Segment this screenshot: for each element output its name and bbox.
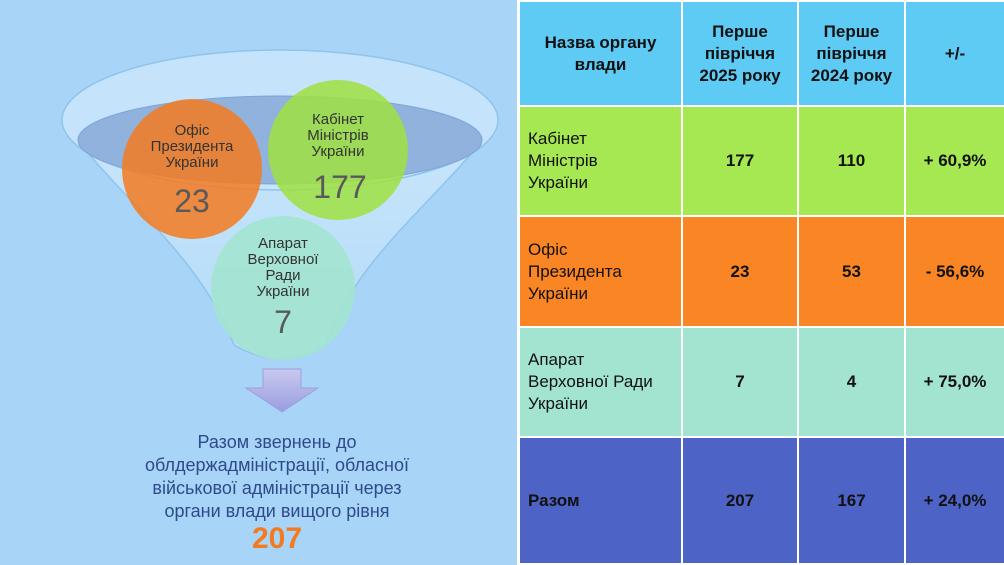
header-line: Назва органу [544, 32, 657, 52]
circle-value-office-president: 23 [174, 183, 210, 219]
label-line: Міністрів [307, 127, 369, 144]
name-line: Президента [528, 261, 622, 281]
label-line: Ради [265, 267, 301, 284]
header-line: Перше [712, 21, 768, 41]
down-arrow [244, 368, 320, 413]
row-name: Разом [518, 436, 683, 565]
header-h1-2024: Перше півріччя 2024 року [797, 0, 906, 107]
circle-label-office-president: Офіс Президента України [132, 123, 252, 171]
label-line: України [165, 154, 219, 171]
row-change: + 75,0% [904, 325, 1004, 439]
header-h1-2025: Перше півріччя 2025 року [681, 0, 799, 107]
name-line: Кабінет [528, 129, 587, 149]
header-change: +/- [904, 0, 1004, 107]
row-value-2024: 110 [797, 104, 906, 218]
row-value-2024: 53 [797, 215, 906, 328]
table-row: Офіс Президента України 23 53 - 56,6% [518, 215, 1004, 328]
label-line: Верховної [247, 251, 319, 268]
name-line: Міністрів [528, 151, 598, 171]
row-value-2025: 177 [681, 104, 799, 218]
row-name: Офіс Президента України [518, 215, 683, 328]
table-row: Апарат Верховної Ради України 7 4 + 75,0… [518, 325, 1004, 439]
header-line: півріччя [704, 43, 776, 63]
row-value-2025: 23 [681, 215, 799, 328]
circle-label-cabinet: Кабінет Міністрів України [278, 112, 398, 160]
row-value-2024: 167 [797, 436, 906, 565]
header-authority-name: Назва органу влади [518, 0, 683, 107]
circle-verkhovna-rada [211, 216, 355, 360]
label-line: Офіс [174, 122, 210, 139]
summary-total-value: 207 [251, 522, 303, 555]
funnel-diagram [60, 49, 500, 413]
name-line: Офіс [528, 239, 568, 259]
name-line: Апарат [528, 350, 585, 370]
label-line: Апарат [258, 235, 308, 252]
label-line: Президента [150, 138, 234, 155]
name-line: України [528, 173, 588, 193]
circle-cabinet [268, 80, 408, 220]
row-name: Кабінет Міністрів України [518, 104, 683, 218]
name-line: Разом [528, 490, 580, 510]
row-value-2024: 4 [797, 325, 906, 439]
name-line: України [528, 394, 588, 414]
header-line: 2024 року [810, 65, 893, 85]
header-line: 2025 року [699, 65, 781, 85]
table-row-total: Разом 207 167 + 24,0% [518, 436, 1004, 565]
circle-value-verkhovna-rada: 7 [274, 304, 292, 340]
comparison-table: Назва органу влади Перше півріччя 2025 р… [518, 0, 1004, 565]
row-value-2025: 207 [681, 436, 799, 565]
funnel-panel: Офіс Президента України 23 Кабінет Мініс… [0, 0, 517, 565]
name-line: Верховної Ради [528, 372, 653, 392]
row-name: Апарат Верховної Ради України [518, 325, 683, 439]
summary-caption: Разом звернень до облдержадміністрації, … [100, 431, 454, 523]
label-line: України [311, 143, 365, 160]
table-row: Кабінет Міністрів України 177 110 + 60,9… [518, 104, 1004, 218]
summary-line: органи влади вищого рівня [164, 501, 390, 521]
circle-value-cabinet: 177 [313, 169, 367, 205]
summary-line: Разом звернень до [197, 432, 357, 452]
row-change: + 60,9% [904, 104, 1004, 218]
header-line: влади [574, 54, 627, 74]
header-line: +/- [944, 43, 966, 63]
summary-line: облдержадміністрації, обласної [145, 455, 409, 475]
label-line: Кабінет [311, 111, 364, 128]
row-change: + 24,0% [904, 436, 1004, 565]
header-line: півріччя [816, 43, 887, 63]
label-line: України [256, 283, 310, 300]
header-line: Перше [823, 21, 880, 41]
row-value-2025: 7 [681, 325, 799, 439]
circle-office-president [122, 99, 262, 239]
row-change: - 56,6% [904, 215, 1004, 328]
table-header-row: Назва органу влади Перше півріччя 2025 р… [518, 0, 1004, 107]
circle-label-verkhovna-rada: Апарат Верховної Ради України [223, 236, 343, 300]
summary-line: військової адміністрації через [152, 478, 402, 498]
name-line: України [528, 283, 588, 303]
